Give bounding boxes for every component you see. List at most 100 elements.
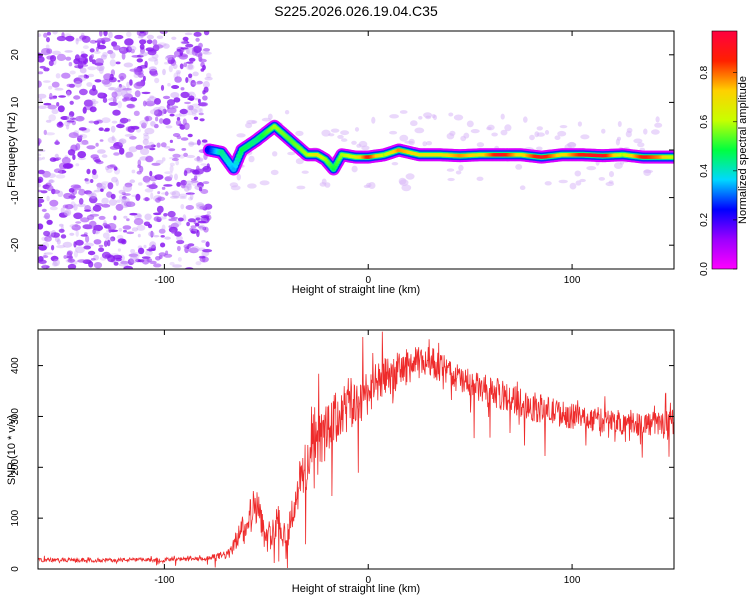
noise-blob [118, 227, 123, 232]
noise-blob [122, 225, 132, 230]
noise-blob [191, 112, 197, 116]
haze-blob [643, 128, 648, 135]
noise-blob [43, 102, 52, 106]
noise-blob [129, 212, 138, 216]
haze-blob [319, 182, 327, 187]
noise-blob [96, 64, 105, 72]
noise-blob [109, 145, 120, 150]
noise-blob [194, 97, 199, 101]
noise-blob [200, 163, 207, 166]
noise-blob [68, 132, 79, 139]
noise-blob [115, 179, 119, 187]
haze-blob [236, 133, 246, 138]
noise-blob [186, 48, 190, 55]
noise-blob [133, 218, 144, 226]
noise-blob [94, 79, 102, 83]
noise-blob [150, 71, 159, 77]
haze-blob [446, 168, 455, 172]
noise-blob [99, 183, 107, 190]
noise-blob [124, 38, 134, 46]
haze-blob [422, 141, 428, 147]
noise-blob [116, 234, 124, 240]
haze-blob [410, 120, 418, 127]
noise-blob [188, 95, 195, 101]
noise-blob [128, 45, 137, 52]
noise-blob [38, 56, 45, 63]
haze-blob [449, 130, 456, 136]
noise-blob [115, 257, 122, 262]
x-tick-label: -100 [154, 275, 174, 286]
noise-blob [75, 143, 81, 151]
noise-blob [163, 253, 173, 258]
noise-blob [143, 197, 151, 202]
noise-blob [90, 179, 94, 183]
noise-blob [123, 265, 133, 269]
noise-blob [150, 192, 154, 200]
noise-blob [199, 102, 209, 107]
y-tick-label: 10 [10, 96, 21, 108]
noise-blob [71, 224, 81, 231]
haze-blob [356, 143, 362, 148]
haze-blob [261, 117, 272, 122]
snr-x-ticks: -100 0 100 [154, 330, 581, 586]
noise-blob [126, 31, 132, 37]
noise-blob [81, 35, 91, 43]
noise-blob [175, 160, 179, 166]
noise-blob [197, 53, 203, 60]
noise-blob [156, 35, 164, 39]
noise-blob [108, 198, 117, 206]
ridge-cell [234, 160, 239, 165]
noise-blob [112, 97, 117, 104]
noise-blob [186, 61, 194, 64]
noise-blob [117, 238, 126, 244]
noise-blob [145, 181, 150, 184]
noise-blob [135, 144, 144, 150]
noise-blob [156, 142, 161, 148]
noise-blob [50, 255, 59, 262]
noise-blob [45, 44, 50, 49]
noise-blob [93, 189, 101, 193]
noise-blob [154, 44, 164, 49]
noise-blob [183, 244, 192, 249]
noise-blob [46, 195, 50, 202]
x-tick-label: 0 [365, 575, 371, 586]
noise-blob [143, 244, 147, 249]
noise-blob [69, 70, 76, 75]
noise-blob [112, 109, 121, 116]
noise-blob [74, 80, 82, 88]
noise-blob [171, 190, 181, 198]
haze-blob [598, 177, 605, 181]
noise-blob [168, 218, 178, 222]
noise-blob [129, 135, 137, 140]
noise-blob [38, 93, 47, 99]
noise-blob [93, 50, 101, 54]
noise-blob [115, 61, 121, 65]
noise-blob [199, 205, 210, 210]
noise-blob [116, 199, 121, 203]
noise-blob [48, 85, 53, 90]
snr-y-ticks: 0 100 200 300 400 [10, 357, 674, 572]
noise-blob [88, 120, 95, 124]
noise-blob [188, 142, 198, 145]
noise-blob [119, 147, 125, 155]
noise-blob [42, 156, 45, 160]
noise-blob [164, 171, 173, 175]
noise-blob [177, 257, 182, 262]
noise-blob [52, 261, 58, 267]
noise-blob [144, 127, 155, 135]
noise-blob [92, 101, 96, 108]
noise-blob [126, 218, 130, 222]
haze-blob [337, 134, 344, 139]
colorbar-tick-label: 0.2 [699, 213, 710, 227]
noise-blob [89, 39, 97, 44]
noise-blob [122, 97, 128, 102]
haze-blob [575, 180, 582, 186]
noise-blob [130, 249, 136, 254]
noise-blob [117, 79, 121, 83]
noise-blob [88, 195, 98, 204]
noise-blob [202, 249, 213, 253]
noise-blob [180, 204, 185, 210]
noise-blob [110, 236, 116, 242]
noise-blob [185, 192, 195, 195]
noise-blob [112, 93, 119, 97]
